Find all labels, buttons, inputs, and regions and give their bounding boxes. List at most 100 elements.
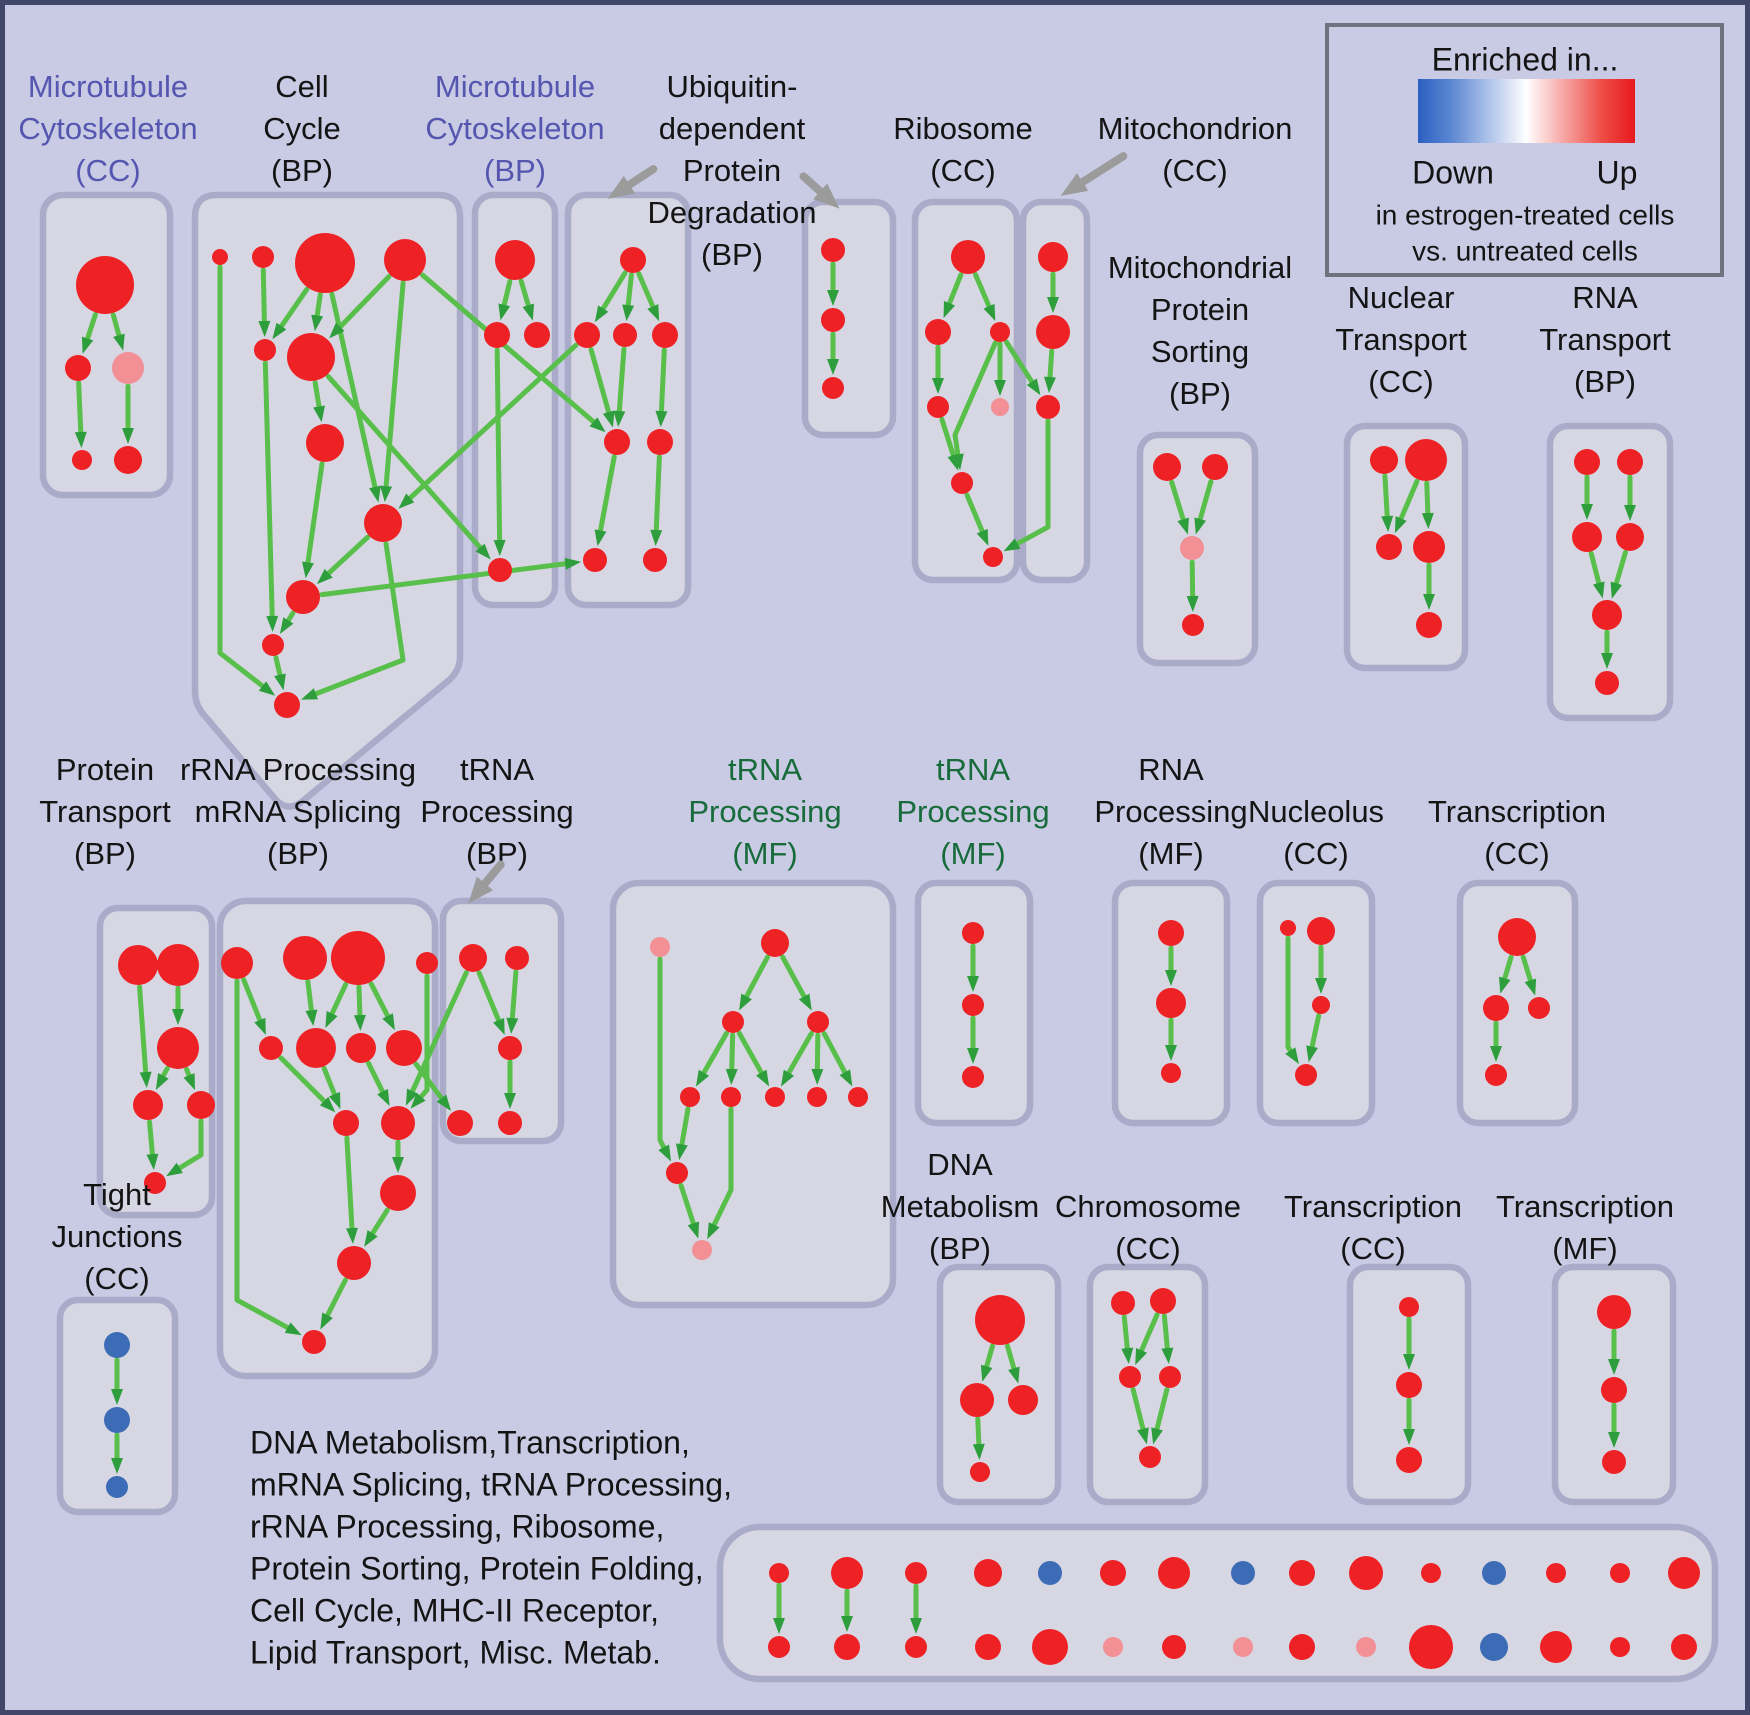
edge-cell-cycle-bp (323, 534, 371, 579)
edge-chromosome-cc-head (1161, 1347, 1174, 1365)
strip-node-bottom-13 (1610, 1637, 1630, 1657)
edge-tight-junctions-cc-head (111, 1389, 123, 1405)
edge-rna-transport-bp-head (1624, 505, 1636, 521)
cluster-label-tight-junctions-cc: (CC) (84, 1261, 149, 1296)
cluster-label-trna-processing-mf-2: Processing (896, 794, 1049, 829)
edge-transcription-cc-head (1499, 976, 1511, 994)
cluster-label-transcription-cc-2: Transcription (1284, 1189, 1462, 1224)
node-rrna-processing-mrna-splicing-bp-5 (296, 1028, 336, 1068)
node-rna-transport-bp-4 (1592, 600, 1622, 630)
edge-chromosome-cc-head (1135, 1348, 1148, 1366)
node-ribosome-cc-4 (991, 398, 1009, 416)
legend: Enriched in... Down Up in estrogen-treated … (1325, 23, 1724, 277)
edge-protein-transport-bp-head (166, 1162, 183, 1177)
node-trna-processing-mf-7 (807, 1087, 827, 1107)
strip-node-bottom-8 (1289, 1634, 1315, 1660)
cluster-label-microtubule-cytoskeleton-cc: Cytoskeleton (18, 111, 197, 146)
edge-rrna-processing-mrna-splicing-bp-head (319, 1096, 336, 1113)
edge-trna-processing-bp-head (493, 1017, 505, 1036)
node-dna-metabolism-bp-1 (960, 1383, 994, 1417)
edge-protein-transport-bp (147, 1119, 156, 1161)
edge-rrna-processing-mrna-splicing-bp (327, 981, 349, 1020)
strip-edge-0-head (773, 1618, 785, 1634)
edge-cell-cycle-bp-head (266, 615, 279, 633)
node-ribosome-cc-0 (951, 240, 985, 274)
strip-node-top-5 (1100, 1560, 1126, 1586)
node-transcription-mf-1 (1601, 1377, 1627, 1403)
edge-ubiquitin-degradation-bp-head (594, 305, 609, 323)
misc-categories-text-line-5: Cell Cycle, MHC-II Receptor, (250, 1592, 659, 1628)
node-trna-processing-mf-2-1 (962, 994, 984, 1016)
edge-nucleolus-cc-head (1285, 1047, 1299, 1065)
node-ribosome-cc-6 (983, 547, 1003, 567)
edge-rrna-processing-mrna-splicing-bp (367, 1207, 390, 1240)
cluster-box-ubiquitin-degradation-bp-2 (801, 198, 897, 439)
layer-misc (468, 152, 1128, 904)
edge-rrna-processing-mrna-splicing-bp (305, 979, 315, 1017)
cluster-label-ubiquitin-degradation-bp: (BP) (701, 237, 763, 272)
edge-cell-cycle-bp (260, 267, 267, 328)
legend-colorbar (1418, 79, 1635, 143)
edge-ribosome-cc (939, 416, 957, 462)
misc-categories-text-line-3: rRNA Processing, Ribosome, (250, 1508, 664, 1544)
cluster-label-trna-processing-mf-2: (MF) (940, 836, 1005, 871)
legend-subtitle-1: in estrogen-treated cells (1376, 199, 1675, 230)
edge-rna-transport-bp-head (1610, 581, 1623, 599)
cluster-label-ubiquitin-degradation-bp: Degradation (648, 195, 817, 230)
strip-edge-2-head (910, 1618, 922, 1634)
go-enrichment-network-figure: Microtubule Cytoskeleton (CC) Cell Cycle (BP)… (18, 23, 1724, 1683)
edge-microtubule-cytoskeleton-bp-head (493, 539, 506, 557)
edge-trna-processing-mf-head (675, 1143, 688, 1161)
cluster-label-tight-junctions-cc: Junctions (52, 1219, 183, 1254)
node-transcription-cc-0 (1498, 918, 1536, 956)
cluster-label-microtubule-cytoskeleton-cc: (CC) (75, 153, 140, 188)
edge-ribosome-cc-head (983, 303, 996, 321)
edge-protein-transport-bp-head (172, 1009, 184, 1025)
edge-cell-cycle-bp (314, 292, 323, 322)
strip-node-top-1 (831, 1557, 863, 1589)
strip-node-bottom-6 (1162, 1635, 1186, 1659)
node-chromosome-cc-4 (1139, 1446, 1161, 1468)
node-rrna-processing-mrna-splicing-bp-12 (302, 1330, 326, 1354)
node-transcription-cc-3 (1485, 1064, 1507, 1086)
cluster-label-transcription-cc: (CC) (1484, 836, 1549, 871)
cross-edge-7-head (405, 1088, 418, 1106)
edge-cell-cycle-bp-head (329, 322, 345, 339)
edge-ribosome-cc-head (994, 380, 1006, 396)
node-rrna-processing-mrna-splicing-bp-1 (283, 936, 327, 980)
edge-rna-processing-mf-head (1165, 1045, 1177, 1061)
edge-protein-transport-bp (173, 1118, 204, 1173)
cluster-label-rrna-processing-mrna-splicing-bp: rRNA Processing (180, 752, 416, 787)
edge-rrna-processing-mrna-splicing-bp-head (305, 1009, 318, 1027)
node-cell-cycle-bp-5 (287, 333, 335, 381)
edge-ubiquitin-degradation-bp (598, 270, 628, 315)
edge-protein-transport-bp-head (146, 1153, 159, 1171)
cluster-label-cell-cycle-bp: Cycle (263, 111, 341, 146)
edge-ubiquitin-degradation-bp-head (594, 529, 607, 547)
edge-trna-processing-mf-head (658, 1144, 672, 1162)
cluster-label-ribosome-cc: (CC) (930, 153, 995, 188)
strip-box (716, 1523, 1719, 1683)
edge-ubiquitin-degradation-bp-head (650, 529, 663, 547)
node-microtubule-cytoskeleton-bp-0 (495, 240, 535, 280)
node-protein-transport-bp-5 (144, 1172, 166, 1194)
edge-rna-transport-bp (1588, 550, 1603, 590)
cluster-label-microtubule-cytoskeleton-cc: Microtubule (28, 69, 188, 104)
edge-trna-processing-mf (742, 954, 770, 1003)
edge-nucleolus-cc-head (1306, 1045, 1318, 1063)
node-rna-transport-bp-3 (1616, 523, 1644, 551)
edge-chromosome-cc-head (1137, 1427, 1149, 1445)
cluster-label-protein-transport-bp: Protein (56, 752, 154, 787)
node-nuclear-transport-cc-4 (1416, 612, 1442, 638)
node-rna-transport-bp-0 (1574, 449, 1600, 475)
node-dna-metabolism-bp-2 (1008, 1385, 1038, 1415)
node-rna-transport-bp-5 (1595, 671, 1619, 695)
cluster-label-rna-transport-bp: Transport (1539, 322, 1671, 357)
cluster-label-rna-processing-mf: Processing (1094, 794, 1247, 829)
edge-rna-transport-bp-head (1592, 581, 1605, 599)
cluster-label-microtubule-cytoskeleton-bp: Cytoskeleton (425, 111, 604, 146)
cross-edge-4 (1003, 339, 1037, 388)
cluster-label-nucleolus-cc: Nucleolus (1248, 794, 1384, 829)
cross-edge-5 (1011, 418, 1051, 549)
